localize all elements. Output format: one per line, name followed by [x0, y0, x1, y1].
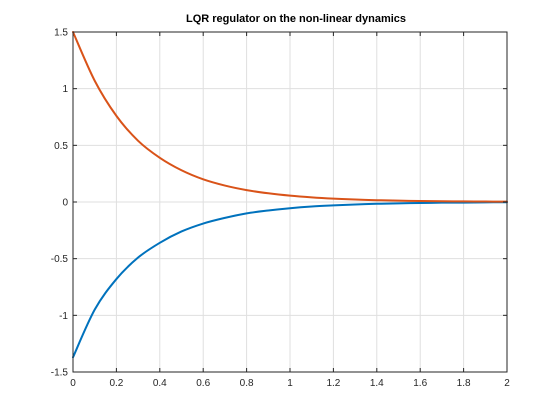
axis-ticks: 0 0.2 0.4 0.6 0.8 1 1.2 1.4 1.6 1.8 2 -1.5 -1 -0.5 0 0.…	[51, 28, 510, 390]
y-tick-label: 1	[62, 84, 68, 95]
series-lines	[72, 31, 508, 359]
x-tick-label: 1.8	[457, 378, 471, 389]
x-tick-label: 0.4	[153, 378, 167, 389]
y-tick-label: 0	[62, 198, 68, 209]
x-tick-label: 1.4	[370, 378, 384, 389]
x-tick-label: 1.6	[413, 378, 427, 389]
x-tick-label: 0	[70, 378, 76, 389]
y-tick-label: 0.5	[54, 141, 68, 152]
x-tick-label: 2	[504, 378, 510, 389]
grid-lines	[73, 32, 507, 372]
y-tick-label: -1.5	[51, 368, 69, 379]
y-tick-label: 1.5	[54, 28, 68, 39]
x-tick-label: 1.2	[326, 378, 340, 389]
x-tick-label: 0.6	[196, 378, 210, 389]
x-tick-label: 0.2	[109, 378, 123, 389]
series-line-1	[72, 201, 508, 359]
series-line-2	[72, 31, 508, 203]
y-tick-label: -1	[59, 311, 68, 322]
x-tick-label: 1	[287, 378, 293, 389]
y-tick-label: -0.5	[51, 254, 69, 265]
chart-title: LQR regulator on the non-linear dynamics	[186, 13, 406, 25]
x-tick-label: 0.8	[240, 378, 254, 389]
